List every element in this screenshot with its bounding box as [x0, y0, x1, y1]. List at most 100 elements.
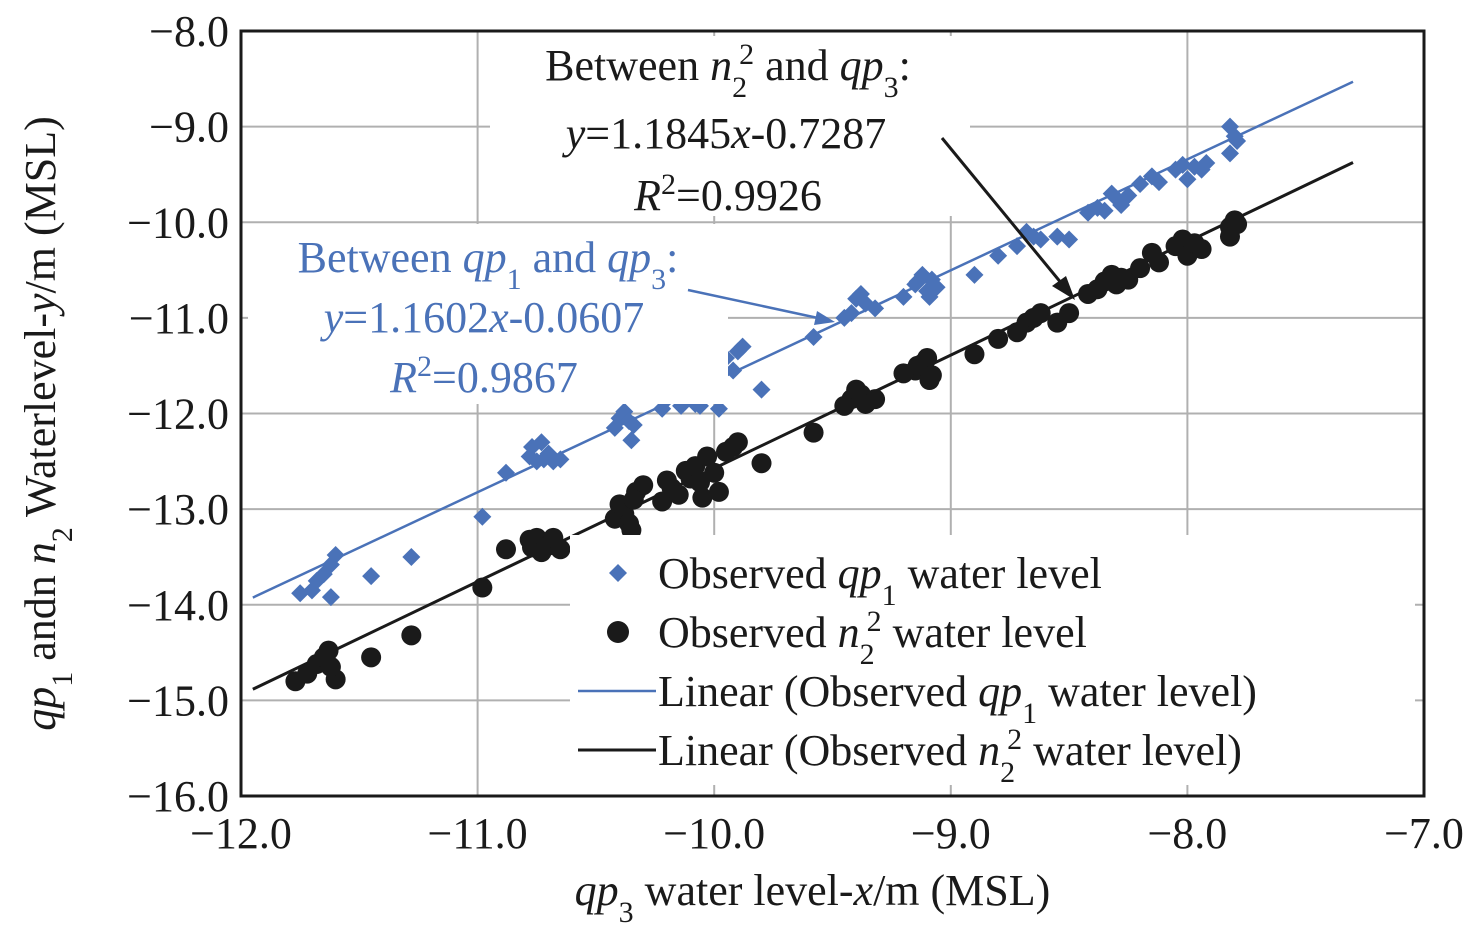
- ann-qp1-rval: =0.9867: [432, 353, 578, 402]
- ann-qp1-eq-a: =1.1602: [343, 293, 489, 342]
- point-n2-25: [623, 489, 644, 510]
- ann-qp1-post: :: [666, 233, 678, 282]
- annotation-n2-arrowhead: [1052, 276, 1075, 300]
- point-qp1-23: [622, 431, 641, 450]
- point-qp1-37: [709, 399, 728, 418]
- legend-0-var: qp: [838, 549, 882, 598]
- point-qp1-18: [551, 450, 570, 469]
- point-n2-10: [495, 539, 516, 560]
- legend-3-sub: 2: [1000, 756, 1015, 789]
- point-qp1-70: [1095, 201, 1114, 220]
- y-tick-label-4: −12.0: [127, 390, 229, 439]
- legend-symbol-qp1-observed: [609, 564, 627, 582]
- x-title-xvar: x: [853, 866, 874, 915]
- legend-symbol-n2-observed: [607, 621, 629, 643]
- ann-n2-pre: Between: [545, 41, 710, 90]
- point-n2-78: [1191, 239, 1212, 260]
- legend-2-sub: 1: [1022, 697, 1037, 730]
- tick-labels: −12.0 −11.0 −10.0 −9.0 −8.0 −7.0 −8.0 −9.0 −10.0…: [127, 7, 1464, 858]
- legend-2-var: qp: [978, 667, 1022, 716]
- point-n2-63: [1059, 303, 1080, 324]
- point-n2-57: [988, 328, 1009, 349]
- ann-qp1-rsup: 2: [417, 350, 432, 383]
- point-qp1-43: [733, 337, 752, 356]
- y-tick-label-6: −14.0: [127, 581, 229, 630]
- y-title-rest: Waterlevel-: [16, 313, 65, 527]
- point-n2-82: [1227, 214, 1248, 235]
- point-n2-42: [803, 422, 824, 443]
- y-title-s2: 2: [46, 527, 79, 542]
- annotation-n2-background: [490, 36, 970, 216]
- x-title-sub: 3: [619, 896, 634, 929]
- ann-qp1-s1: 1: [507, 263, 522, 296]
- point-qp1-45: [804, 328, 823, 346]
- annotation-qp1: Between qp1 and qp3: y=1.1602x-0.0607 R2…: [248, 224, 835, 404]
- legend-0-sub: 1: [882, 579, 897, 612]
- y-tick-label-0: −8.0: [149, 7, 229, 56]
- x-tick-label-2: −10.0: [663, 809, 765, 858]
- point-qp1-14: [532, 433, 551, 452]
- y-tick-label-5: −13.0: [127, 485, 229, 534]
- x-title-rest: water level-: [634, 866, 854, 915]
- y-title-mid: andn: [16, 564, 65, 672]
- ann-qp1-mid: and: [522, 233, 608, 282]
- point-n2-17: [550, 539, 571, 560]
- point-n2-4: [318, 640, 339, 661]
- ann-qp1-s2: 3: [651, 263, 666, 296]
- plot-frame: [239, 29, 1426, 798]
- y-tick-label-2: −10.0: [127, 198, 229, 247]
- legend-item-qp1-linear: Linear (Observed qp1 water level): [658, 667, 1257, 730]
- point-n2-41: [751, 453, 772, 474]
- point-qp1-7: [362, 567, 381, 586]
- point-qp1-86: [1220, 144, 1239, 163]
- legend-3-post: water level): [1022, 726, 1242, 775]
- y-tick-label-7: −15.0: [127, 676, 229, 725]
- point-n2-34: [697, 446, 718, 467]
- y-tick-label-1: −9.0: [149, 103, 229, 152]
- legend-1-var: n: [838, 608, 860, 657]
- point-n2-33: [692, 487, 713, 508]
- point-n2-55: [919, 370, 940, 391]
- legend-1-sub: 2: [860, 638, 875, 671]
- x-title-unit: /m (MSL): [873, 866, 1050, 915]
- point-qp1-8: [402, 547, 421, 566]
- point-qp1-44: [752, 380, 771, 399]
- ann-n2-eq-b: -0.7287: [751, 109, 887, 158]
- point-qp1-9: [473, 507, 492, 526]
- point-n2-56: [964, 344, 985, 365]
- point-qp1-87: [1228, 131, 1247, 150]
- annotation-n2-title: Between n22 and qp3:: [545, 38, 911, 104]
- point-n2-73: [1149, 252, 1170, 273]
- ann-n2-rval: =0.9926: [676, 171, 822, 220]
- ann-qp1-eq-b: -0.0607: [509, 293, 645, 342]
- point-qp1-61: [989, 246, 1008, 265]
- y-title-unit: /m (MSL): [16, 116, 65, 293]
- ann-n2-eq-x: x: [730, 109, 751, 158]
- y-title-s1: 1: [46, 672, 79, 687]
- point-qp1-52: [894, 287, 913, 306]
- x-tick-label-1: −11.0: [428, 809, 528, 858]
- legend-2-post: water level): [1037, 667, 1257, 716]
- legend-diamond-marker: [609, 564, 627, 582]
- legend-3-sup: 2: [1007, 723, 1022, 756]
- ann-qp1-v1: qp: [463, 233, 507, 282]
- y-tick-label-3: −11.0: [129, 294, 229, 343]
- legend-1-post: water level: [882, 608, 1087, 657]
- ann-n2-sup1: 2: [739, 38, 754, 71]
- point-n2-35: [704, 462, 725, 483]
- point-n2-36: [708, 481, 729, 502]
- ann-n2-v1: n: [710, 41, 732, 90]
- x-axis-title: qp3 water level-x/m (MSL): [575, 866, 1051, 929]
- x-tick-label-5: −7.0: [1384, 809, 1464, 858]
- annotation-qp1-title: Between qp1 and qp3:: [298, 233, 679, 296]
- annotation-n2: Between n22 and qp3: y=1.1845x-0.7287 R2…: [490, 36, 1075, 300]
- y-tick-label-8: −16.0: [127, 772, 229, 821]
- point-qp1-6: [321, 588, 340, 607]
- point-qp1-77: [1150, 173, 1169, 192]
- point-n2-37: [690, 472, 711, 493]
- point-n2-40: [727, 432, 748, 453]
- x-tick-label-0: −12.0: [190, 809, 292, 858]
- x-tick-label-3: −9.0: [911, 809, 991, 858]
- point-qp1-62: [1008, 237, 1027, 256]
